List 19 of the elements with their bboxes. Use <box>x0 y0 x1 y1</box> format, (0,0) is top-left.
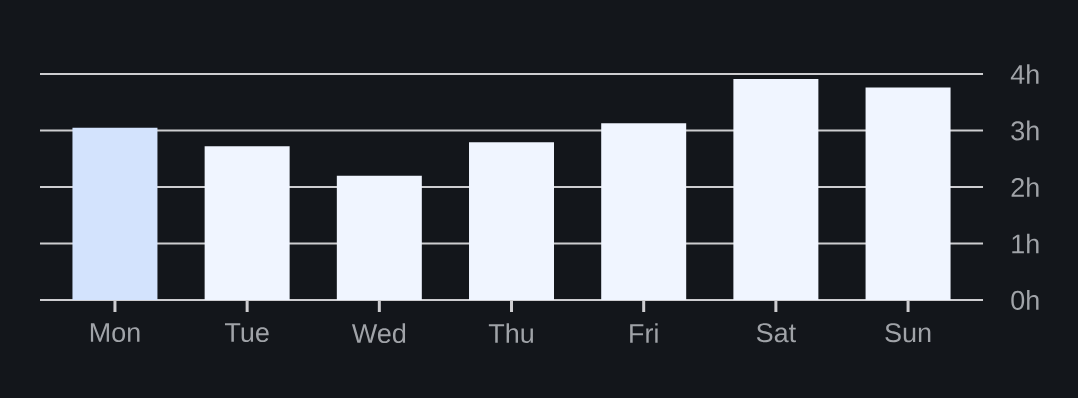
x-tick-label: Sat <box>756 323 796 343</box>
x-tick-label: Wed <box>351 323 406 344</box>
bar <box>204 146 290 300</box>
y-tick-label: 1h <box>1012 233 1039 254</box>
y-tick-label: 3h <box>1011 120 1039 141</box>
y-tick-label: 4h <box>1010 64 1039 84</box>
bar <box>72 127 158 300</box>
bar <box>733 79 819 300</box>
x-tick-label: Mon <box>90 323 140 343</box>
bar <box>865 87 951 300</box>
bar <box>336 175 422 300</box>
x-tick-label: Fri <box>630 323 658 343</box>
x-tick-label: Tue <box>224 323 269 343</box>
bar <box>469 142 555 300</box>
x-tick-label: Sun <box>885 323 931 343</box>
bar <box>601 123 687 300</box>
x-tick-label: Thu <box>488 323 533 344</box>
y-tick-label: 0h <box>1011 290 1039 310</box>
y-tick-label: 2h <box>1011 177 1039 197</box>
